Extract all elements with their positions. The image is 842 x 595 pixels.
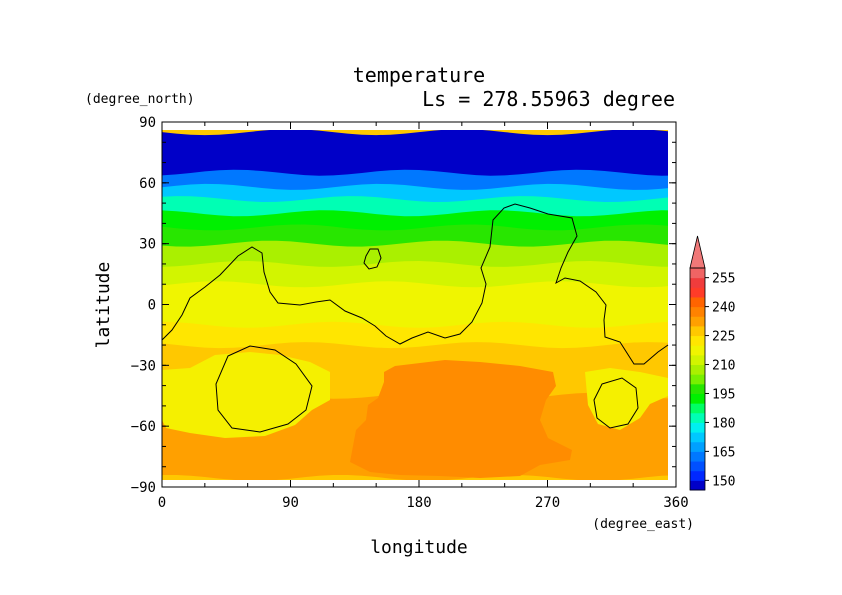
colorbar-swatch — [690, 287, 705, 298]
colorbar-swatch — [690, 461, 705, 472]
x-tick-label: 180 — [406, 495, 431, 511]
small-crater-contour — [363, 248, 382, 270]
x-tick-label: 270 — [535, 495, 560, 511]
colorbar-tick-label: 210 — [712, 359, 735, 374]
chart-title: temperature — [353, 63, 485, 87]
colorbar-swatch — [690, 316, 705, 327]
colorbar-swatch — [690, 335, 705, 346]
colorbar-swatch — [690, 277, 705, 288]
colorbar-swatch — [690, 412, 705, 423]
x-axis-label: longitude — [370, 537, 468, 558]
temperature-band — [162, 130, 668, 157]
colorbar-swatch — [690, 325, 705, 337]
colorbar-tick-label: 225 — [712, 330, 735, 345]
colorbar-extend-arrow — [689, 235, 706, 269]
colorbar-swatch — [690, 393, 705, 404]
colorbar-swatch — [690, 451, 705, 462]
x-tick-label: 360 — [663, 495, 688, 511]
y-tick-label: −30 — [131, 358, 156, 374]
temperature-band — [162, 321, 668, 350]
colorbar-swatch — [690, 441, 705, 452]
colorbar-tick-label: 180 — [712, 416, 735, 431]
temperature-band — [162, 301, 668, 329]
colorbar-tick-label: 150 — [712, 474, 735, 489]
y-tick-label: 0 — [148, 298, 156, 314]
light-yellow-patch-east — [585, 368, 668, 430]
hellas-contour — [215, 345, 313, 433]
colorbar-frame — [689, 267, 706, 491]
light-yellow-patch — [162, 352, 330, 438]
colorbar-tick-label: 195 — [712, 387, 735, 402]
temperature-band — [162, 240, 668, 268]
y-axis-label: latitude — [93, 262, 114, 349]
x-tick-label: 90 — [282, 495, 299, 511]
temperature-field — [162, 130, 668, 480]
y-tick-label: −90 — [131, 480, 156, 496]
colorbar-swatch — [690, 432, 705, 443]
y-units-label: (degree_north) — [85, 92, 195, 107]
colorbar-tick-label: 165 — [712, 445, 735, 460]
colorbar: 150 165 180 195 210 225 240 255 — [689, 235, 735, 491]
warm-region — [350, 360, 572, 478]
colorbar-tick-label: 255 — [712, 272, 735, 287]
x-tick-label: 0 — [158, 495, 166, 511]
colorbar-tick-label: 240 — [712, 301, 735, 316]
colorbar-swatch — [690, 403, 705, 414]
colorbar-swatch — [690, 422, 705, 433]
colorbar-swatch — [690, 364, 705, 375]
colorbar-swatch — [690, 374, 705, 385]
temperature-band — [162, 281, 668, 309]
y-tick-label: 30 — [139, 237, 156, 253]
y-tick-label: 90 — [139, 115, 156, 131]
y-tick-label: 60 — [139, 176, 156, 192]
colorbar-swatch — [690, 354, 705, 366]
colorbar-swatch — [690, 268, 705, 279]
temperature-band — [162, 149, 668, 177]
chart-subtitle: Ls = 278.55963 degree — [422, 87, 675, 111]
argyre-contour — [593, 377, 639, 429]
topography-contours — [161, 203, 669, 433]
colorbar-swatch — [690, 345, 705, 356]
y-axis: 90 60 30 0 −30 −60 −90 — [131, 115, 676, 496]
dichotomy-contour — [161, 203, 669, 365]
y-tick-label: −60 — [131, 419, 156, 435]
temperature-band — [162, 183, 668, 203]
x-axis: 0 90 180 270 360 — [158, 122, 689, 511]
x-units-label: (degree_east) — [592, 517, 694, 532]
temperature-band — [162, 210, 668, 232]
colorbar-swatch — [690, 470, 705, 481]
temperature-band — [162, 169, 668, 191]
temperature-band — [162, 261, 668, 289]
colorbar-swatch — [690, 296, 705, 308]
colorbar-swatch — [690, 306, 705, 317]
colorbar-swatch — [690, 480, 705, 491]
colorbar-swatch — [690, 383, 705, 394]
